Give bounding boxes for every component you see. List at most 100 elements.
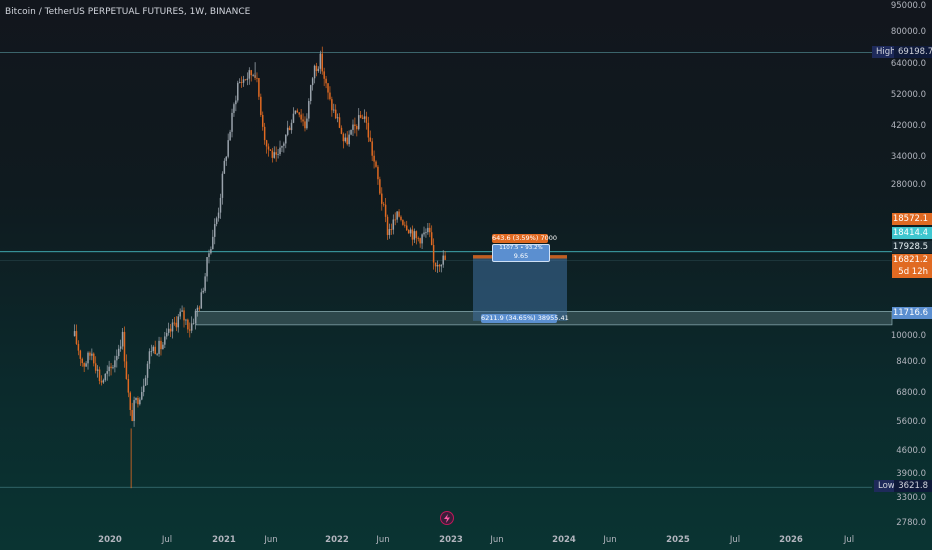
candle-body [164, 336, 166, 345]
candle-body [158, 340, 160, 354]
candle-body [119, 346, 122, 349]
candle-body [340, 127, 343, 134]
candle-body [250, 70, 252, 76]
y-tick: 2780.0 [896, 518, 926, 528]
info-line-2: 9.65 [513, 252, 529, 260]
candle-body [102, 380, 105, 383]
candle-body [217, 212, 220, 219]
candle-body [336, 117, 339, 119]
candle-body [415, 231, 418, 238]
profit-zone [473, 258, 567, 321]
low-tag-label: Low [874, 480, 899, 492]
candle-body [177, 316, 180, 328]
candle-body [263, 126, 266, 141]
candle-body [356, 126, 358, 130]
candle-body [286, 127, 289, 135]
high-tag-label: High [872, 46, 900, 58]
candle-body [321, 53, 324, 72]
candle-body [365, 116, 368, 123]
candle-body [398, 211, 400, 217]
y-tick: 10000.0 [890, 331, 926, 341]
candle-body [275, 152, 277, 155]
lightning-icon[interactable] [440, 511, 454, 525]
candle-body [235, 100, 237, 105]
x-tick: 2025 [666, 535, 690, 545]
candle-body [413, 231, 416, 240]
candle-body [394, 219, 396, 221]
candle-body [100, 380, 103, 383]
candle-body [93, 353, 95, 364]
info-line-1: 1107.5 • 93.2% [499, 245, 543, 251]
x-tick: Jun [603, 535, 617, 545]
y-tick: 8400.0 [896, 357, 926, 367]
countdown-label: 5d 12h [892, 266, 932, 278]
candle-body [231, 112, 233, 132]
candle-body [334, 109, 337, 119]
candle-body [171, 322, 174, 332]
candle-body [348, 134, 350, 145]
candle-body [131, 409, 133, 422]
candle-body [219, 197, 222, 213]
y-tick: 3900.0 [896, 469, 926, 479]
candle-body [212, 236, 214, 250]
candle-body [367, 122, 370, 138]
candle-body [237, 82, 239, 101]
y-tick: 34000.0 [890, 152, 926, 162]
candle-body [436, 265, 439, 267]
candle-body [146, 363, 149, 378]
candle-body [135, 397, 137, 401]
x-tick: Jul [161, 535, 173, 545]
candle-body [204, 276, 206, 291]
price-label: 11716.6 [892, 307, 932, 319]
target-label: 643.6 (3.59%) 7000 [492, 234, 558, 243]
candle-body [233, 104, 235, 113]
y-tick: 52000.0 [890, 90, 926, 100]
candle-body [315, 65, 318, 71]
price-label: 18414.4 [892, 227, 932, 239]
candle-body [300, 114, 302, 120]
candle-body [329, 92, 331, 100]
x-tick: Jun [490, 535, 504, 545]
candle-body [411, 229, 414, 240]
candle-body [292, 113, 295, 123]
candle-body [152, 346, 155, 352]
candle-body [167, 328, 170, 333]
high-tag-value: 69198.7 [894, 46, 932, 58]
candle-body [198, 307, 201, 309]
candle-body [419, 238, 421, 244]
candle-body [208, 253, 210, 258]
candle-body [81, 358, 84, 364]
candle-body [106, 371, 108, 374]
candle-body [187, 319, 189, 330]
x-tick: 2023 [439, 535, 463, 545]
candle-body [327, 83, 329, 93]
candle-body [141, 392, 143, 400]
candle-body [288, 127, 291, 131]
candle-body [379, 179, 381, 194]
candle-body [98, 369, 101, 381]
candle-body [192, 323, 195, 324]
candle-body [210, 249, 212, 254]
candle-body [133, 400, 135, 422]
candle-body [283, 143, 285, 146]
candle-body [317, 68, 320, 71]
y-tick: 5600.0 [896, 417, 926, 427]
candle-body [308, 101, 310, 119]
candle-body [240, 82, 243, 83]
candle-body [277, 154, 279, 155]
candle-body [89, 352, 91, 356]
candle-body [83, 363, 85, 367]
candle-body [381, 193, 383, 204]
candle-body [434, 262, 437, 267]
candle-body [248, 70, 251, 79]
y-tick: 95000.0 [890, 1, 926, 11]
candle-body [323, 71, 325, 79]
candle-body [104, 373, 107, 381]
candle-body [294, 110, 297, 114]
candle-body [438, 265, 441, 267]
candle-body [407, 230, 410, 234]
candle-body [311, 78, 314, 86]
candle-body [444, 255, 446, 260]
